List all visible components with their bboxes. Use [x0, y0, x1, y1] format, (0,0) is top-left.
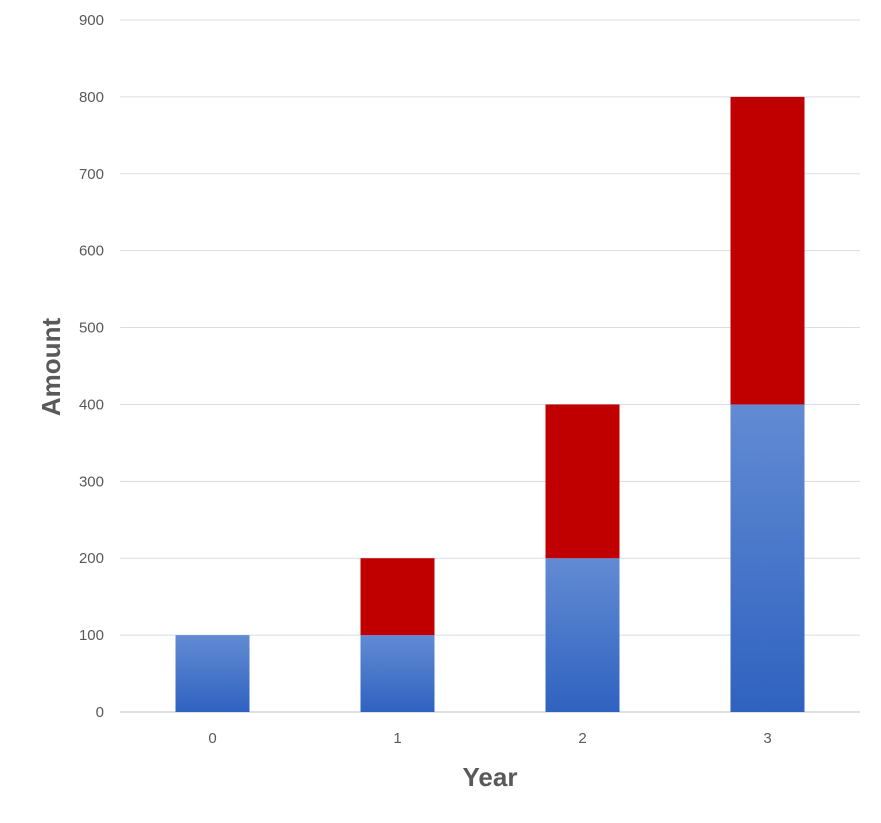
y-tick-label: 400	[79, 396, 104, 413]
y-tick-label: 700	[79, 166, 104, 183]
x-tick-label: 0	[208, 730, 216, 747]
bar-segment-series-2-year-2	[545, 404, 620, 559]
bar-segment-series-1-year-3	[730, 404, 805, 712]
bar-segment-series-2-year-3	[730, 96, 805, 405]
y-tick-label: 300	[79, 473, 104, 490]
bar-segment-series-2-year-1	[360, 558, 435, 636]
y-tick-label: 500	[79, 320, 104, 337]
y-tick-label: 0	[96, 704, 104, 721]
bar-segment-series-1-year-1	[360, 635, 435, 712]
x-axis-ticks: 0 1 2 3	[208, 730, 771, 747]
bar-segment-series-1-year-2	[545, 558, 620, 712]
y-tick-label: 600	[79, 243, 104, 260]
x-axis-title: Year	[463, 762, 518, 792]
y-axis-ticks: 0 100 200 300 400 500 600 700 800 900	[79, 12, 104, 721]
y-axis-title: Amount	[36, 318, 66, 417]
x-tick-label: 1	[393, 730, 401, 747]
y-tick-label: 800	[79, 89, 104, 106]
y-tick-label: 900	[79, 12, 104, 29]
x-tick-label: 2	[578, 730, 586, 747]
bars	[175, 96, 805, 712]
x-tick-label: 3	[763, 730, 771, 747]
y-tick-label: 100	[79, 627, 104, 644]
y-tick-label: 200	[79, 550, 104, 567]
bar-segment-series-1-year-0	[175, 635, 250, 712]
